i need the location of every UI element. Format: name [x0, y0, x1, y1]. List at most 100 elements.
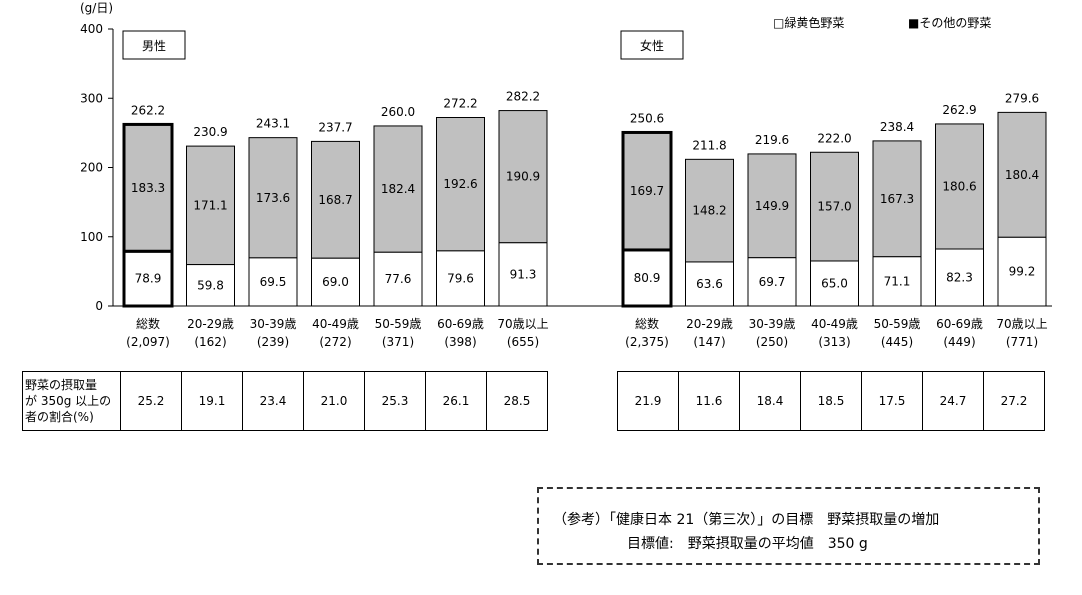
- value-label-other: 167.3: [880, 192, 914, 206]
- x-category-label: 総数: [136, 316, 160, 331]
- value-label-other: 190.9: [506, 170, 540, 184]
- x-category-count: (2,097): [126, 335, 170, 349]
- bar-green-yellow-vegetables: [997, 236, 1047, 307]
- bar-green-yellow-vegetables: [810, 260, 859, 307]
- x-category-count: (250): [756, 335, 788, 349]
- value-label-other: 169.7: [630, 184, 664, 198]
- bar-other-vegetables: [935, 123, 984, 250]
- x-category-label: 40-49歳: [811, 317, 858, 331]
- bar-other-vegetables: [685, 158, 734, 263]
- value-label-total: 230.9: [193, 125, 227, 139]
- y-tick-label: 100: [80, 230, 103, 244]
- ratio-header-line-2: が 350g 以上の: [25, 394, 112, 408]
- panel-label-box: [122, 30, 186, 60]
- x-category-count: (771): [1006, 335, 1038, 349]
- bar-other-vegetables: [872, 140, 922, 258]
- x-category-label: 20-29歳: [187, 317, 234, 331]
- x-category-count: (398): [444, 335, 476, 349]
- legend-label: ■その他の野菜: [908, 16, 991, 30]
- female-ratio-cell: 21.9: [617, 371, 679, 431]
- value-label-green-yellow: 77.6: [385, 272, 412, 286]
- x-category-label: 50-59歳: [375, 317, 422, 331]
- value-label-green-yellow: 69.0: [322, 275, 349, 289]
- reference-note-box: （参考）「健康日本 21（第三次）」の目標 野菜摂取量の増加 目標値: 野菜摂取…: [537, 487, 1040, 565]
- bar-green-yellow-vegetables: [935, 248, 984, 307]
- male-ratio-cell: 25.2: [120, 371, 182, 431]
- value-label-other: 180.4: [1005, 168, 1039, 182]
- bar-other-vegetables: [373, 125, 423, 253]
- value-label-other: 183.3: [131, 181, 165, 195]
- value-label-other: 149.9: [755, 199, 789, 213]
- x-category-label: 30-39歳: [250, 317, 297, 331]
- female-ratio-cell: 18.5: [800, 371, 862, 431]
- value-label-green-yellow: 82.3: [946, 271, 973, 285]
- male-ratio-cell: 23.4: [242, 371, 304, 431]
- bar-green-yellow-vegetables: [685, 261, 734, 307]
- bar-other-vegetables: [122, 122, 174, 253]
- panel-label: 男性: [142, 39, 166, 53]
- value-label-other: 182.4: [381, 182, 415, 196]
- x-category-label: 60-69歳: [936, 317, 983, 331]
- bar-other-vegetables: [186, 145, 235, 266]
- x-category-label: 60-69歳: [437, 317, 484, 331]
- male-ratio-cell: 28.5: [486, 371, 548, 431]
- value-label-other: 180.6: [942, 179, 976, 193]
- value-label-other: 157.0: [817, 200, 851, 214]
- male-ratio-row: 野菜の摂取量 が 350g 以上の 者の割合(%) 25.2 19.1 23.4…: [22, 371, 548, 431]
- bar-green-yellow-vegetables: [498, 242, 548, 307]
- value-label-other: 171.1: [193, 198, 227, 212]
- x-category-count: (371): [382, 335, 414, 349]
- female-ratio-cell: 18.4: [739, 371, 801, 431]
- x-category-count: (313): [818, 335, 850, 349]
- bar-green-yellow-vegetables: [186, 264, 235, 307]
- y-axis-unit-label: (g/日): [80, 1, 113, 15]
- y-tick-label: 200: [80, 161, 103, 175]
- value-label-total: 272.2: [443, 97, 477, 111]
- value-label-other: 148.2: [692, 204, 726, 218]
- bar-other-vegetables: [621, 130, 673, 252]
- y-tick-label: 400: [80, 22, 103, 36]
- male-ratio-cell: 25.3: [364, 371, 426, 431]
- male-ratio-table: 野菜の摂取量 が 350g 以上の 者の割合(%) 25.2 19.1 23.4…: [22, 371, 548, 431]
- value-label-green-yellow: 69.5: [260, 275, 287, 289]
- x-category-label: 70歳以上: [497, 317, 548, 331]
- value-label-total: 279.6: [1005, 91, 1039, 105]
- female-ratio-table: 21.9 11.6 18.4 18.5 17.5 24.7 27.2: [617, 371, 1045, 431]
- male-ratio-cell: 26.1: [425, 371, 487, 431]
- value-label-green-yellow: 99.2: [1009, 265, 1036, 279]
- value-label-green-yellow: 69.7: [759, 275, 786, 289]
- value-label-other: 192.6: [443, 177, 477, 191]
- x-category-label: 50-59歳: [874, 317, 921, 331]
- x-category-count: (445): [881, 335, 913, 349]
- value-label-total: 250.6: [630, 111, 664, 125]
- value-label-total: 219.6: [755, 133, 789, 147]
- panel-label-box: [620, 30, 684, 60]
- bar-other-vegetables: [436, 117, 485, 252]
- y-tick-label: 300: [80, 91, 103, 105]
- male-ratio-cell: 19.1: [181, 371, 243, 431]
- legend-label: □緑黄色野菜: [773, 15, 844, 30]
- bar-other-vegetables: [248, 137, 298, 259]
- female-ratio-cell: 27.2: [983, 371, 1045, 431]
- value-label-other: 168.7: [318, 193, 352, 207]
- x-category-count: (239): [257, 335, 289, 349]
- bar-other-vegetables: [311, 140, 360, 259]
- value-label-green-yellow: 59.8: [197, 278, 224, 292]
- female-ratio-cell: 24.7: [922, 371, 984, 431]
- value-label-green-yellow: 79.6: [447, 271, 474, 285]
- value-label-green-yellow: 91.3: [510, 267, 537, 281]
- bar-green-yellow-vegetables: [747, 257, 797, 307]
- x-category-label: 30-39歳: [749, 317, 796, 331]
- value-label-total: 282.2: [506, 90, 540, 104]
- ratio-header-line-3: 者の割合(%): [25, 410, 94, 424]
- value-label-total: 262.2: [131, 103, 165, 117]
- female-ratio-row: 21.9 11.6 18.4 18.5 17.5 24.7 27.2: [617, 371, 1045, 431]
- reference-note-line-2: 目標値: 野菜摂取量の平均値 350 g: [627, 536, 868, 552]
- bar-other-vegetables: [747, 153, 797, 259]
- value-label-green-yellow: 71.1: [884, 274, 911, 288]
- value-label-green-yellow: 65.0: [821, 276, 848, 290]
- x-category-count: (655): [507, 335, 539, 349]
- value-label-green-yellow: 63.6: [696, 277, 723, 291]
- bar-green-yellow-vegetables: [373, 251, 423, 307]
